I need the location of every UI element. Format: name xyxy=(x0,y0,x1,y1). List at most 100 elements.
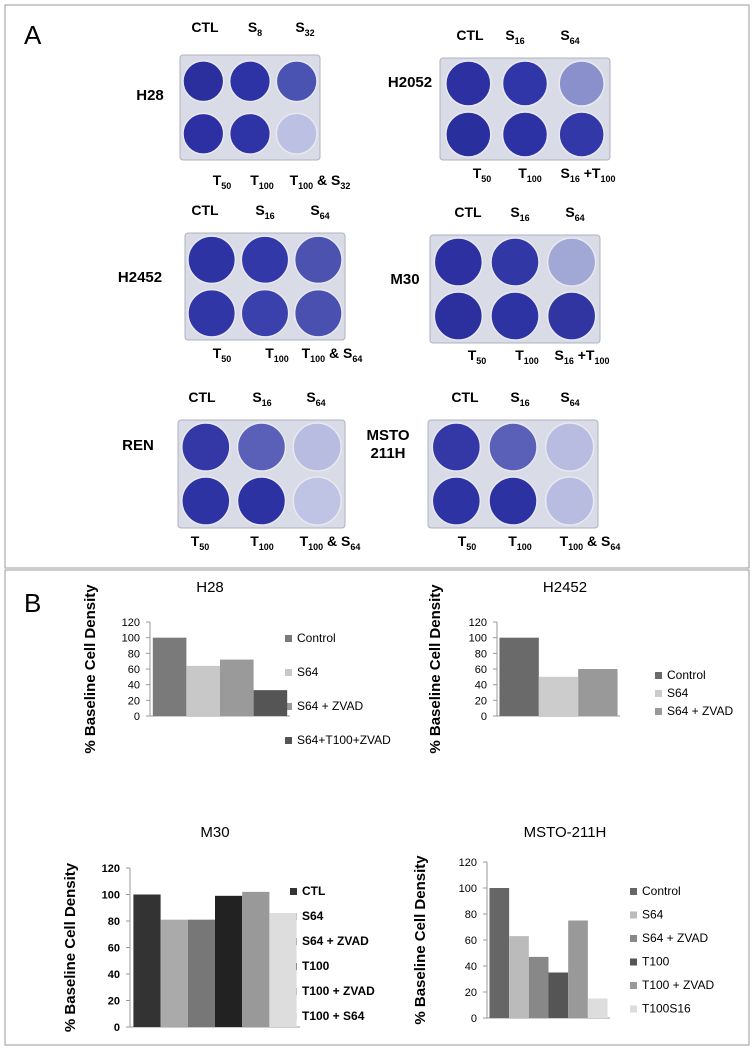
well xyxy=(546,291,597,341)
well-label: CTL xyxy=(191,202,219,218)
subscript: 16 xyxy=(265,211,275,221)
well xyxy=(236,422,287,472)
well xyxy=(544,422,595,472)
well xyxy=(558,60,605,107)
label-part: & S xyxy=(583,533,610,549)
bar xyxy=(152,637,187,716)
legend-label: T100 xyxy=(642,955,670,969)
y-tick-label: 120 xyxy=(459,857,477,869)
label-part: CTL xyxy=(454,204,482,220)
subscript: 64 xyxy=(316,398,326,408)
label-part: S xyxy=(248,19,257,35)
well-label: S16 xyxy=(510,389,529,408)
well-label: T100 xyxy=(265,345,289,364)
label-part: T xyxy=(265,345,274,361)
legend-swatch xyxy=(630,958,637,966)
subscript: 50 xyxy=(481,174,491,184)
subscript: 100 xyxy=(310,354,325,364)
label-part: T xyxy=(473,165,482,181)
well xyxy=(236,476,287,526)
subscript: 64 xyxy=(610,542,620,552)
y-tick-label: 100 xyxy=(469,633,487,645)
y-tick-label: 60 xyxy=(475,664,487,676)
y-tick-label: 20 xyxy=(108,996,120,1008)
label-part: T xyxy=(515,347,524,363)
y-tick-label: 20 xyxy=(475,695,487,707)
subscript: 100 xyxy=(600,174,615,184)
well xyxy=(240,235,290,285)
well xyxy=(187,235,237,285)
legend-label: Control xyxy=(297,631,336,645)
well-label: T50 xyxy=(191,533,210,552)
legend-swatch xyxy=(655,672,662,679)
subscript: 16 xyxy=(515,36,525,46)
well xyxy=(240,288,290,338)
legend-swatch xyxy=(655,690,662,697)
label-part: S xyxy=(505,27,514,43)
well-label: T100 & S64 xyxy=(560,533,621,552)
label-part: S xyxy=(560,165,569,181)
label-part: CTL xyxy=(456,27,484,43)
y-tick-label: 0 xyxy=(114,1022,120,1034)
well xyxy=(431,476,482,526)
label-part: CTL xyxy=(451,389,479,405)
subscript: 100 xyxy=(524,356,539,366)
well xyxy=(433,237,484,287)
y-tick-label: 40 xyxy=(465,961,477,973)
subscript: 50 xyxy=(199,542,209,552)
y-tick-label: 60 xyxy=(465,935,477,947)
chart-title: M30 xyxy=(200,824,229,841)
well xyxy=(501,111,549,158)
well xyxy=(488,422,538,472)
label-part: S xyxy=(510,389,519,405)
panel-a-frame xyxy=(4,4,750,569)
cell-line-name: 211H xyxy=(370,445,405,462)
bar xyxy=(568,920,588,1018)
well-label: S64 xyxy=(310,202,329,221)
label-part: T xyxy=(458,533,467,549)
legend-label: S64 xyxy=(297,665,319,679)
y-tick-label: 120 xyxy=(102,863,120,875)
subscript: 50 xyxy=(221,354,231,364)
subscript: 16 xyxy=(520,398,530,408)
subscript: 100 xyxy=(594,356,609,366)
well xyxy=(182,60,225,103)
well xyxy=(546,237,597,287)
well xyxy=(182,112,225,155)
legend-label: S64 xyxy=(642,908,664,922)
y-tick-label: 80 xyxy=(128,648,140,660)
well xyxy=(558,111,605,158)
well xyxy=(488,476,538,526)
cell-line-name: MSTO xyxy=(366,427,409,444)
well-label: CTL xyxy=(188,389,216,405)
y-axis-title: % Baseline Cell Density xyxy=(427,584,444,754)
label-part: CTL xyxy=(191,19,219,35)
well-label: S16 +T100 xyxy=(560,165,615,184)
y-tick-label: 60 xyxy=(108,943,120,955)
well-label: T100 & S64 xyxy=(302,345,363,364)
subscript: 50 xyxy=(466,542,476,552)
well xyxy=(181,476,231,526)
legend-swatch xyxy=(630,911,637,919)
y-tick-label: 0 xyxy=(481,711,487,723)
y-axis-title: % Baseline Cell Density xyxy=(62,862,79,1032)
well xyxy=(433,291,484,341)
well xyxy=(490,237,540,287)
legend-label: Control xyxy=(667,668,706,682)
legend-label: S64 xyxy=(667,686,689,700)
legend-label: S64+T100+ZVAD xyxy=(297,733,391,747)
y-tick-label: 80 xyxy=(475,648,487,660)
legend-label: S64 + ZVAD xyxy=(302,934,369,948)
label-part: T xyxy=(518,165,527,181)
well xyxy=(445,111,492,158)
well-label: T50 xyxy=(213,172,232,191)
subscript: 50 xyxy=(221,181,231,191)
subscript: 16 xyxy=(564,356,574,366)
bar xyxy=(538,676,579,716)
subscript: 64 xyxy=(570,36,580,46)
cell-line-name: REN xyxy=(122,437,154,454)
subscript: 50 xyxy=(476,356,486,366)
legend-swatch xyxy=(285,737,292,744)
well-label: T50 xyxy=(213,345,232,364)
label-part: S xyxy=(306,389,315,405)
